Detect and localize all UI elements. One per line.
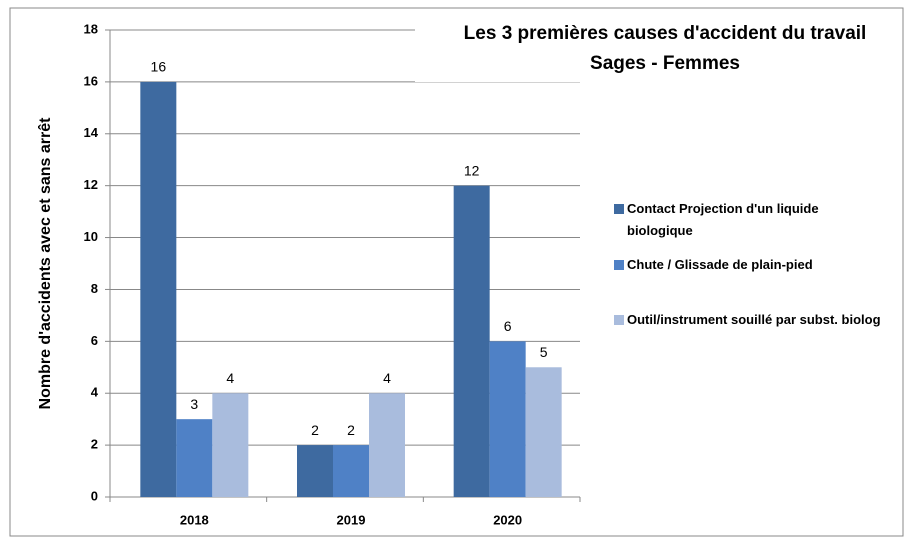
data-label: 6 — [504, 318, 512, 334]
legend-label: Outil/instrument souillé par subst. biol… — [627, 312, 881, 327]
y-tick-label: 16 — [84, 73, 98, 88]
data-label: 5 — [540, 344, 548, 360]
data-label: 4 — [226, 370, 234, 386]
bar — [489, 341, 526, 497]
y-tick-label: 18 — [84, 21, 98, 36]
bar — [140, 81, 177, 497]
y-tick-label: 0 — [91, 488, 98, 503]
data-label: 3 — [190, 396, 198, 412]
bar — [525, 367, 562, 497]
data-label: 4 — [383, 370, 391, 386]
legend-swatch — [614, 315, 624, 325]
title-bg — [415, 14, 901, 82]
bar — [297, 445, 333, 497]
y-tick-label: 4 — [91, 385, 99, 400]
legend-swatch — [614, 204, 624, 214]
bar — [212, 393, 249, 497]
y-tick-label: 12 — [84, 177, 98, 192]
bar — [176, 419, 213, 497]
y-tick-label: 14 — [84, 125, 99, 140]
bar — [369, 393, 405, 497]
x-tick-label: 2020 — [493, 512, 522, 527]
y-tick-label: 8 — [91, 281, 98, 296]
bar — [333, 445, 369, 497]
data-label: 2 — [311, 422, 319, 438]
y-tick-label: 6 — [91, 333, 98, 348]
chart-title: Les 3 premières causes d'accident du tra… — [464, 23, 867, 44]
legend-label: Contact Projection d'un liquide biologiq… — [627, 201, 819, 238]
x-tick-label: 2018 — [180, 512, 209, 527]
data-label: 12 — [464, 162, 480, 178]
data-label: 16 — [151, 59, 167, 75]
legend-swatch — [614, 260, 624, 270]
legend-label: Chute / Glissade de plain-pied — [627, 257, 813, 272]
bar — [453, 185, 490, 497]
y-axis-label: Nombre d'accidents avec et sans arrêt — [37, 117, 54, 410]
data-label: 2 — [347, 422, 355, 438]
y-tick-label: 2 — [91, 437, 98, 452]
chart-subtitle: Sages - Femmes — [590, 53, 740, 74]
y-tick-label: 10 — [84, 229, 98, 244]
x-tick-label: 2019 — [337, 512, 366, 527]
